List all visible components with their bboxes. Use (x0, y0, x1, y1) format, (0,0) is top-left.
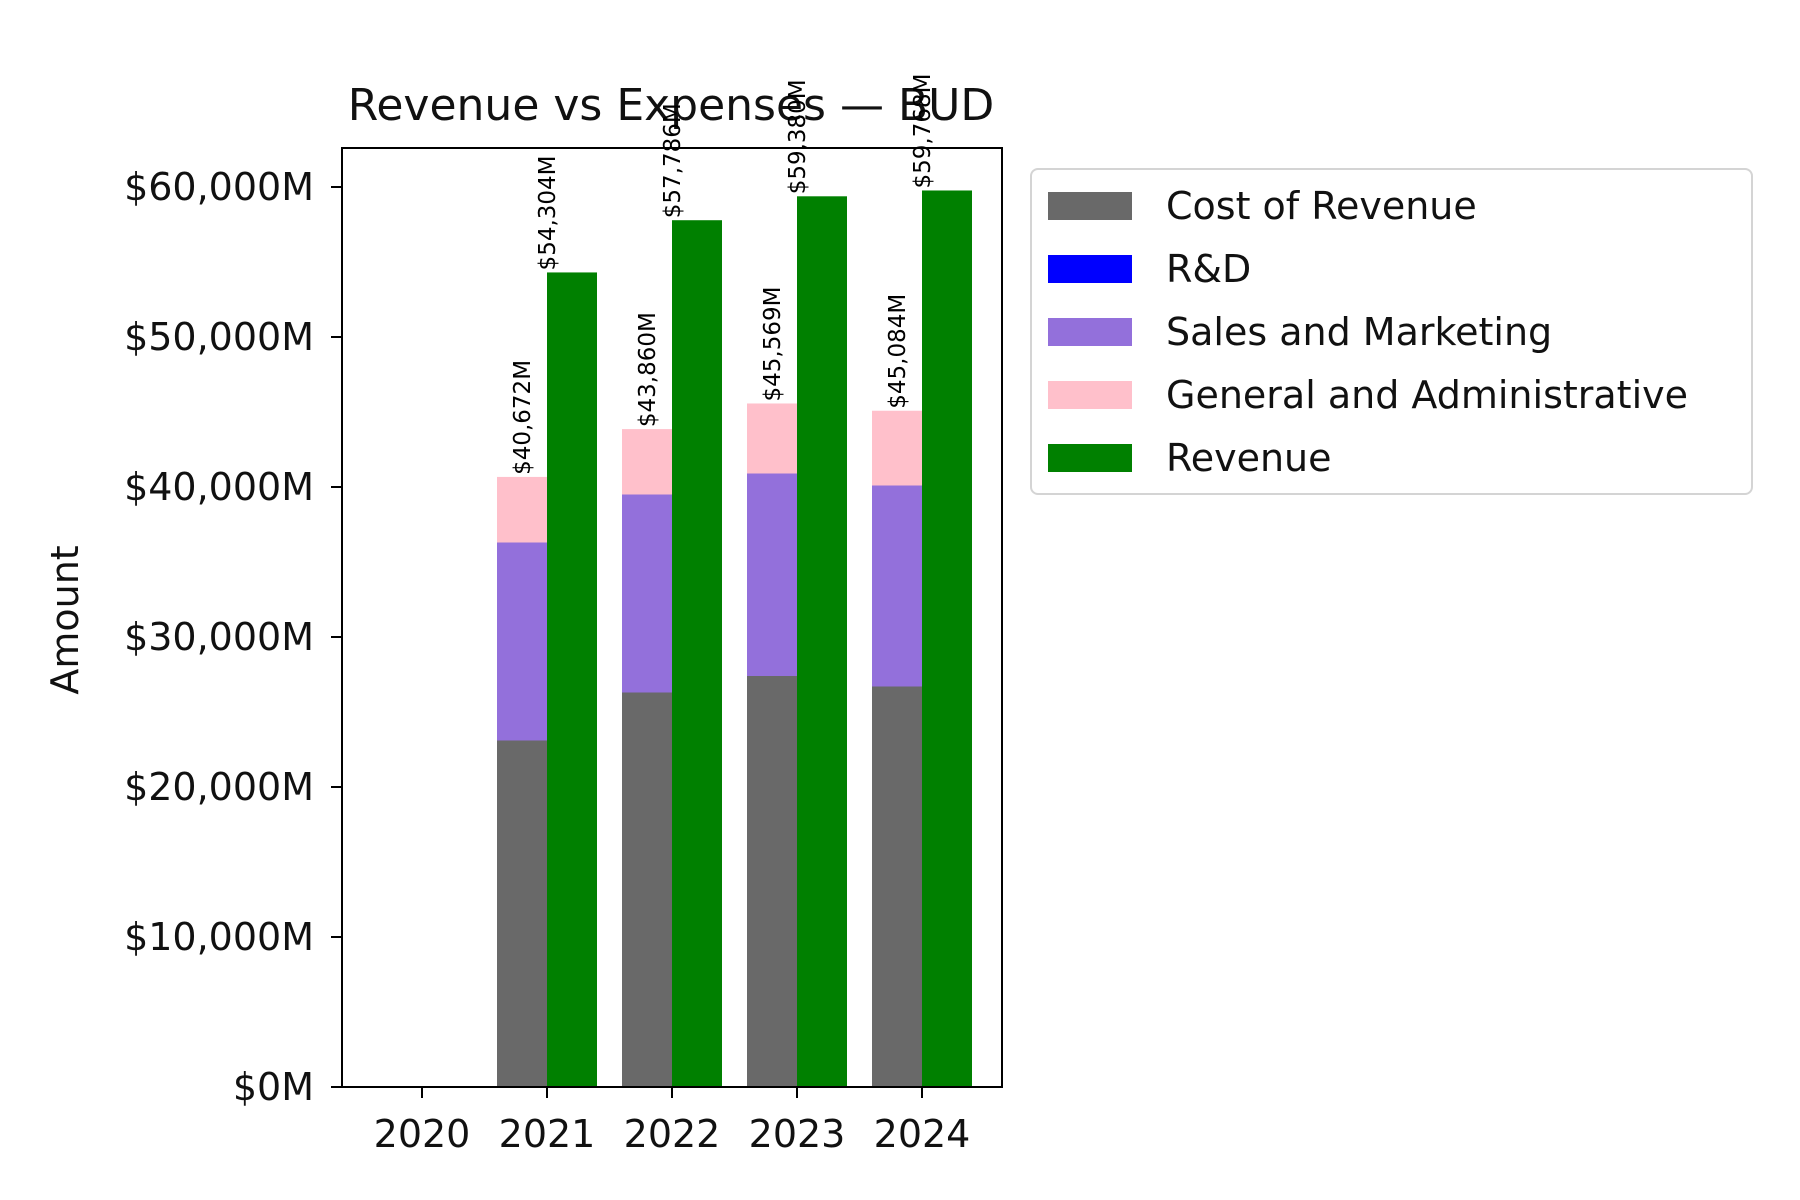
bars-layer (497, 190, 972, 1088)
x-tick-label: 2021 (499, 1112, 596, 1156)
legend-label: Sales and Marketing (1166, 310, 1553, 354)
x-axis: 2020 2021 2022 2023 2024 (374, 1087, 971, 1156)
revenue-label-2022: $57,786M (660, 103, 686, 218)
bar-revenue-2021 (547, 272, 597, 1087)
y-tick-label: $60,000M (124, 165, 314, 209)
legend-label: General and Administrative (1166, 373, 1688, 417)
bar-general-and-administrative-2022 (622, 429, 672, 495)
bar-general-and-administrative-2024 (872, 410, 922, 486)
legend-item-rd: R&D (1048, 247, 1252, 291)
expense-total-label-2024: $45,084M (885, 294, 911, 409)
bar-cost-of-revenue-2021 (497, 740, 547, 1087)
legend-swatch-revenue (1048, 444, 1132, 472)
x-tick-label: 2022 (624, 1112, 721, 1156)
expense-total-label-2021: $40,672M (510, 360, 536, 475)
revenue-label-2021: $54,304M (535, 155, 561, 270)
bar-labels-layer: $40,672M $54,304M $43,860M $57,786M $45,569M… (510, 74, 936, 475)
legend-swatch-cost-of-revenue (1048, 192, 1132, 220)
y-axis: $0M $10,000M $20,000M $30,000M $40,000M $50,0… (124, 165, 342, 1109)
y-tick-label: $40,000M (124, 465, 314, 509)
legend-swatch-sales-and-marketing (1048, 318, 1132, 346)
legend-swatch-rd (1048, 255, 1132, 283)
legend: Cost of Revenue R&D Sales and Marketing … (1030, 168, 1753, 495)
chart-title: Revenue vs Expenses — BUD (348, 80, 994, 131)
bar-cost-of-revenue-2022 (622, 692, 672, 1087)
legend-label: R&D (1166, 247, 1252, 291)
bar-sales-and-marketing-2021 (497, 542, 547, 741)
bar-general-and-administrative-2023 (747, 403, 797, 474)
x-tick-label: 2020 (374, 1112, 471, 1156)
y-tick-label: $30,000M (124, 615, 314, 659)
y-tick-label: $20,000M (124, 765, 314, 809)
revenue-label-2023: $59,380M (785, 79, 811, 194)
expense-total-label-2023: $45,569M (760, 286, 786, 401)
bar-revenue-2022 (672, 220, 722, 1087)
expense-total-label-2022: $43,860M (635, 312, 661, 427)
bar-sales-and-marketing-2023 (747, 473, 797, 676)
bar-sales-and-marketing-2022 (622, 494, 672, 693)
y-axis-label: Amount (43, 545, 87, 694)
x-tick-label: 2023 (749, 1112, 846, 1156)
bar-cost-of-revenue-2023 (747, 676, 797, 1087)
y-tick-label: $0M (233, 1065, 314, 1109)
y-tick-label: $50,000M (124, 315, 314, 359)
y-tick-label: $10,000M (124, 915, 314, 959)
legend-item-sales-and-marketing: Sales and Marketing (1048, 310, 1553, 354)
legend-label: Cost of Revenue (1166, 184, 1477, 228)
legend-swatch-general-and-administrative (1048, 381, 1132, 409)
revenue-label-2024: $59,768M (910, 74, 936, 189)
legend-item-revenue: Revenue (1048, 436, 1332, 480)
bar-revenue-2023 (797, 196, 847, 1088)
legend-item-general-and-administrative: General and Administrative (1048, 373, 1688, 417)
legend-item-cost-of-revenue: Cost of Revenue (1048, 184, 1477, 228)
bar-cost-of-revenue-2024 (872, 686, 922, 1087)
bar-sales-and-marketing-2024 (872, 485, 922, 687)
bar-general-and-administrative-2021 (497, 476, 547, 543)
x-tick-label: 2024 (874, 1112, 971, 1156)
bar-revenue-2024 (922, 190, 972, 1088)
legend-label: Revenue (1166, 436, 1332, 480)
